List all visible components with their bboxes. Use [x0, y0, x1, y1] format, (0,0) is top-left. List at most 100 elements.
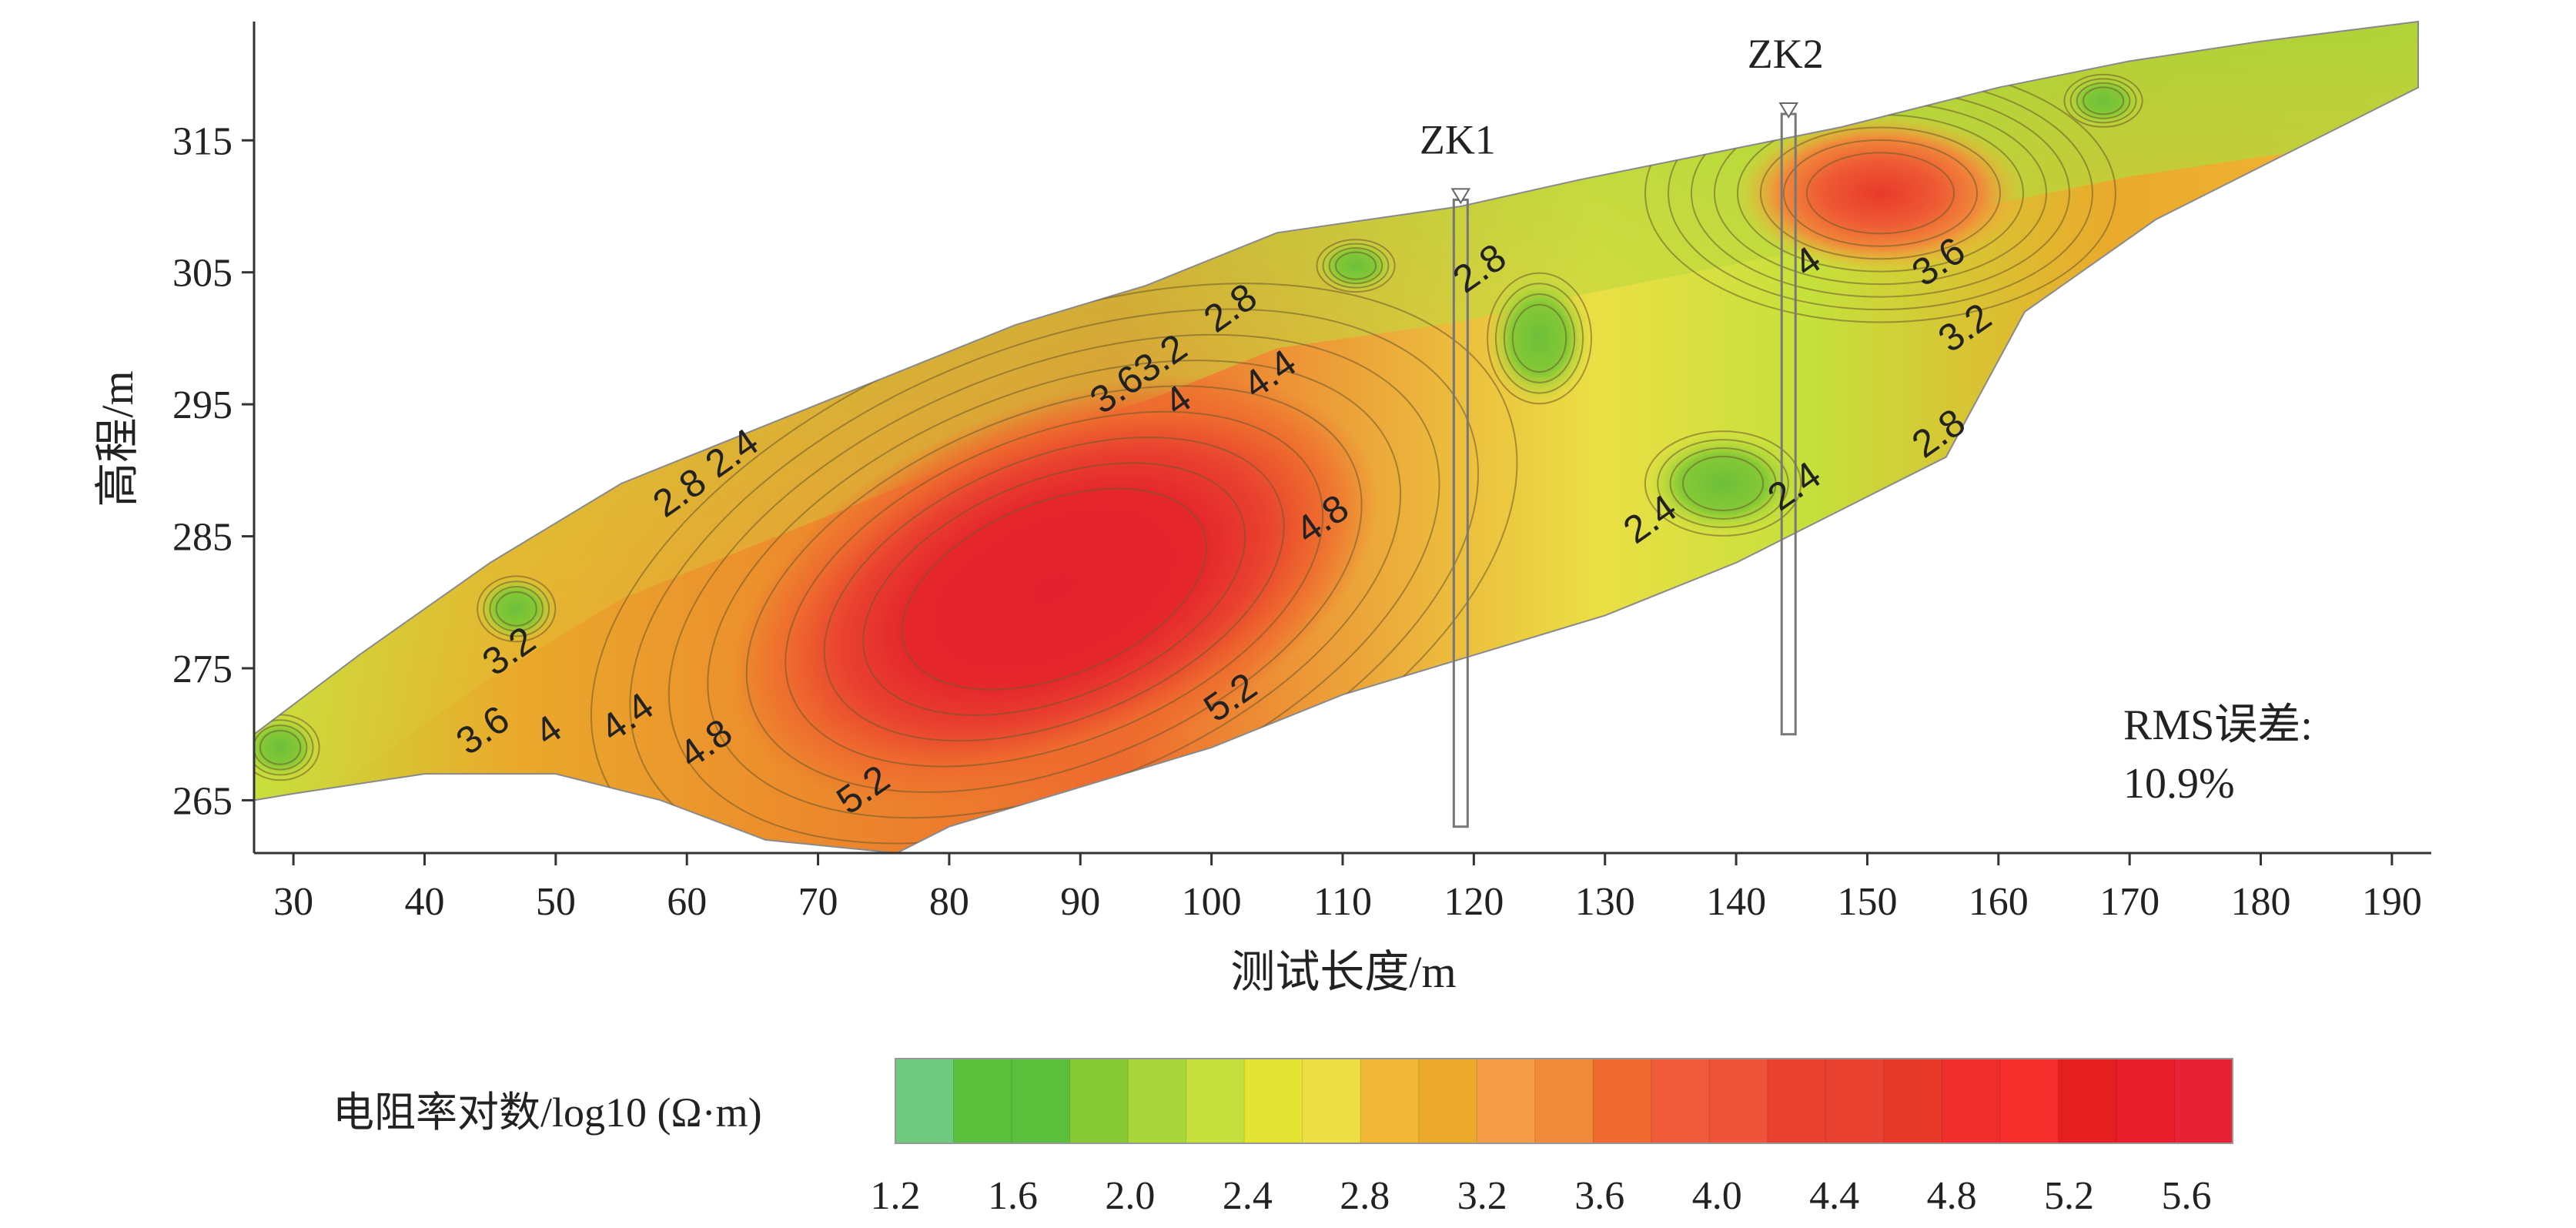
contour-ring-4-3 — [1322, 243, 1390, 289]
contour-ring-6-2 — [254, 724, 308, 771]
contour-ring-5-3 — [483, 581, 550, 637]
contour-ring-4-2 — [1328, 247, 1383, 285]
contour-ring-0-2 — [862, 462, 1246, 716]
colorbar-tick-2: 2.0 — [1105, 1174, 1155, 1218]
x-tick-label-110: 110 — [1313, 880, 1372, 924]
x-tick-label-170: 170 — [2099, 880, 2159, 924]
colorbar-swatch-7 — [1302, 1058, 1362, 1144]
y-tick-label-275: 275 — [172, 647, 233, 691]
contour-ring-0-3 — [823, 437, 1285, 742]
contour-ring-1-3 — [1759, 126, 2002, 260]
colorbar-tick-10: 5.2 — [2044, 1174, 2094, 1218]
contour-ring-6-3 — [254, 719, 314, 776]
x-axis-title: 测试长度/m — [1230, 947, 1456, 997]
colorbar-swatch-9 — [1418, 1058, 1478, 1144]
colorbar-swatch-14 — [1708, 1058, 1768, 1144]
x-tick-label-70: 70 — [798, 880, 838, 924]
borehole-label-zk2: ZK2 — [1748, 31, 1824, 77]
colorbar-tick-5: 3.2 — [1457, 1174, 1507, 1218]
colorbar-swatch-2 — [1011, 1058, 1071, 1144]
colorbar-tick-11: 5.6 — [2162, 1174, 2212, 1218]
x-tick-label-90: 90 — [1060, 880, 1100, 924]
colorbar-swatch-1 — [953, 1058, 1012, 1144]
contour-ring-2-4 — [1644, 430, 1802, 537]
contour-ring-7-4 — [2063, 73, 2143, 128]
contour-ring-2-2 — [1669, 447, 1777, 520]
y-tick-label-305: 305 — [172, 252, 233, 296]
contour-ring-6-4 — [254, 714, 320, 781]
colorbar-swatch-12 — [1592, 1058, 1652, 1144]
boreholes: ZK1 ZK2 — [1420, 31, 1824, 828]
x-tick-label-60: 60 — [667, 880, 707, 924]
x-tick-label-80: 80 — [929, 880, 969, 924]
contour-ring-7-2 — [2076, 82, 2131, 119]
y-tick-label-265: 265 — [172, 779, 233, 823]
x-tick-label-130: 130 — [1575, 880, 1635, 924]
colorbar-swatch-22 — [2174, 1058, 2233, 1144]
colorbar-swatch-19 — [1999, 1058, 2059, 1144]
rms-error-value: 10.9% — [2123, 760, 2235, 808]
colorbar-swatch-20 — [2057, 1058, 2117, 1144]
borehole-label-zk1: ZK1 — [1420, 116, 1496, 162]
contour-ring-2-1 — [1681, 456, 1765, 511]
x-tick-label-180: 180 — [2231, 880, 2291, 924]
x-tick-label-100: 100 — [1182, 880, 1242, 924]
contour-ring-0-1 — [901, 487, 1207, 691]
borehole-marker-zk1 — [1450, 188, 1471, 205]
contour-ring-5-1 — [495, 591, 537, 627]
y-axis-title: 高程/m — [92, 370, 142, 507]
contour-ring-0-6 — [707, 360, 1402, 819]
colorbar-swatch-6 — [1243, 1058, 1303, 1144]
colorbar-frame — [895, 1058, 2233, 1144]
colorbar-tick-0: 1.2 — [871, 1174, 921, 1218]
colorbar-swatch-16 — [1825, 1058, 1885, 1144]
rms-error-label: RMS误差: — [2123, 701, 2313, 749]
colorbar-tick-4: 2.8 — [1340, 1174, 1390, 1218]
colorbar-swatch-0 — [895, 1058, 955, 1144]
x-tick-label-50: 50 — [536, 880, 576, 924]
contour-ring-3-4 — [1487, 272, 1593, 405]
colorbar-swatch-11 — [1534, 1058, 1594, 1144]
x-tick-label-40: 40 — [404, 880, 444, 924]
colorbar: 1.2 1.6 2.0 2.4 2.8 3.2 3.6 4.0 4.4 4.8 5.2 5.6 — [871, 1058, 2233, 1218]
colorbar-swatch-21 — [2116, 1058, 2176, 1144]
colorbar-swatch-3 — [1069, 1058, 1129, 1144]
section-fill-group — [254, 22, 2418, 853]
resistivity-zone-5 — [477, 576, 556, 642]
contour-ring-6-1 — [259, 730, 302, 765]
contour-ring-3-1 — [1511, 303, 1567, 373]
x-tick-label-150: 150 — [1837, 880, 1897, 924]
resistivity-zone-1 — [1736, 114, 2025, 273]
colorbar-tick-7: 4.0 — [1692, 1174, 1742, 1218]
x-tick-label-190: 190 — [2362, 880, 2422, 924]
contour-ring-0-4 — [785, 410, 1324, 768]
contour-ring-3-2 — [1503, 293, 1576, 383]
colorbar-swatch-5 — [1186, 1058, 1246, 1144]
colorbar-tick-9: 4.8 — [1927, 1174, 1977, 1218]
colorbar-swatch-10 — [1476, 1058, 1536, 1144]
contour-ring-5-2 — [489, 586, 544, 632]
colorbar-tick-6: 3.6 — [1574, 1174, 1624, 1218]
contour-ring-2-3 — [1657, 439, 1789, 528]
x-tick-label-140: 140 — [1706, 880, 1766, 924]
borehole-marker-zk2 — [1778, 102, 1799, 119]
contour-ring-4-1 — [1334, 251, 1377, 280]
colorbar-tick-1: 1.6 — [988, 1174, 1038, 1218]
resistivity-zone-3 — [1487, 272, 1592, 405]
colorbar-title: 电阻率对数/log10 (Ω·m) — [333, 1089, 762, 1136]
contour-ring-0-5 — [745, 385, 1363, 793]
resistivity-section — [253, 20, 2419, 855]
resistivity-zone-2 — [1644, 430, 1802, 537]
contour-ring-1-2 — [1782, 139, 1979, 247]
colorbar-tick-8: 4.4 — [1809, 1174, 1859, 1218]
colorbar-swatch-4 — [1127, 1058, 1187, 1144]
x-tick-label-160: 160 — [1969, 880, 2029, 924]
section-outline — [253, 20, 2419, 855]
contour-ring-1-1 — [1805, 152, 1955, 235]
y-tick-label-295: 295 — [172, 383, 233, 427]
resistivity-zone-0 — [730, 375, 1378, 803]
resistivity-zone-6 — [254, 714, 320, 781]
x-tick-label-30: 30 — [273, 880, 313, 924]
